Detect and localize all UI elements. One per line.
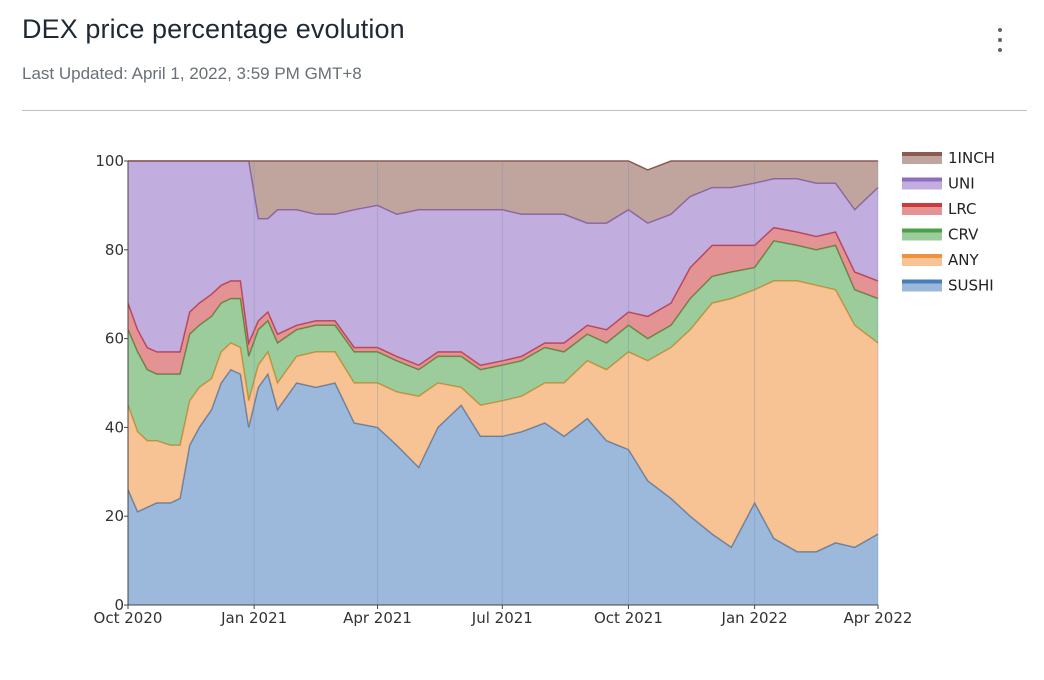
more-vert-icon[interactable] bbox=[988, 26, 1012, 54]
y-tick-label: 80 bbox=[105, 241, 124, 259]
legend-label: UNI bbox=[948, 175, 975, 193]
y-tick-label: 0 bbox=[114, 596, 124, 614]
legend-item-crv[interactable]: CRV bbox=[902, 226, 979, 244]
x-tick-label: Oct 2020 bbox=[94, 609, 163, 627]
legend-swatch-line bbox=[902, 228, 942, 233]
legend-label: CRV bbox=[948, 226, 979, 244]
last-updated-text: Last Updated: April 1, 2022, 3:59 PM GMT… bbox=[22, 64, 362, 83]
y-tick-label: 60 bbox=[105, 330, 124, 348]
y-tick-label: 100 bbox=[95, 152, 124, 170]
legend-item-1inch[interactable]: 1INCH bbox=[902, 149, 995, 167]
header-divider bbox=[22, 110, 1027, 111]
legend-label: LRC bbox=[948, 200, 977, 218]
legend-swatch-line bbox=[902, 254, 942, 258]
legend-item-sushi[interactable]: SUSHI bbox=[902, 277, 994, 295]
x-tick-label: Apr 2021 bbox=[343, 609, 412, 627]
y-tick-label: 40 bbox=[105, 418, 124, 436]
legend-swatch-line bbox=[902, 203, 942, 207]
area-uni[interactable] bbox=[128, 161, 878, 366]
chart-title: DEX price percentage evolution bbox=[22, 14, 405, 44]
legend-label: SUSHI bbox=[948, 277, 994, 295]
area-1inch[interactable] bbox=[128, 161, 878, 224]
area-any[interactable] bbox=[128, 280, 878, 552]
legend-label: 1INCH bbox=[948, 149, 995, 167]
x-tick-label: Jul 2021 bbox=[471, 609, 533, 627]
area-lrc[interactable] bbox=[128, 227, 878, 375]
legend-label: ANY bbox=[948, 251, 979, 269]
legend-swatch-line bbox=[902, 279, 942, 284]
area-sushi[interactable] bbox=[128, 369, 878, 605]
legend-item-any[interactable]: ANY bbox=[902, 251, 979, 269]
legend-swatch-line bbox=[902, 152, 942, 156]
x-tick-label: Apr 2022 bbox=[844, 609, 913, 627]
legend-item-lrc[interactable]: LRC bbox=[902, 200, 977, 218]
legend-item-uni[interactable]: UNI bbox=[902, 175, 975, 193]
y-tick-label: 20 bbox=[105, 507, 124, 525]
line-1inch bbox=[128, 160, 878, 171]
x-tick-label: Jan 2021 bbox=[220, 609, 287, 627]
legend-swatch-line bbox=[902, 177, 942, 182]
x-tick-label: Oct 2021 bbox=[594, 609, 663, 627]
x-tick-label: Jan 2022 bbox=[721, 609, 788, 627]
